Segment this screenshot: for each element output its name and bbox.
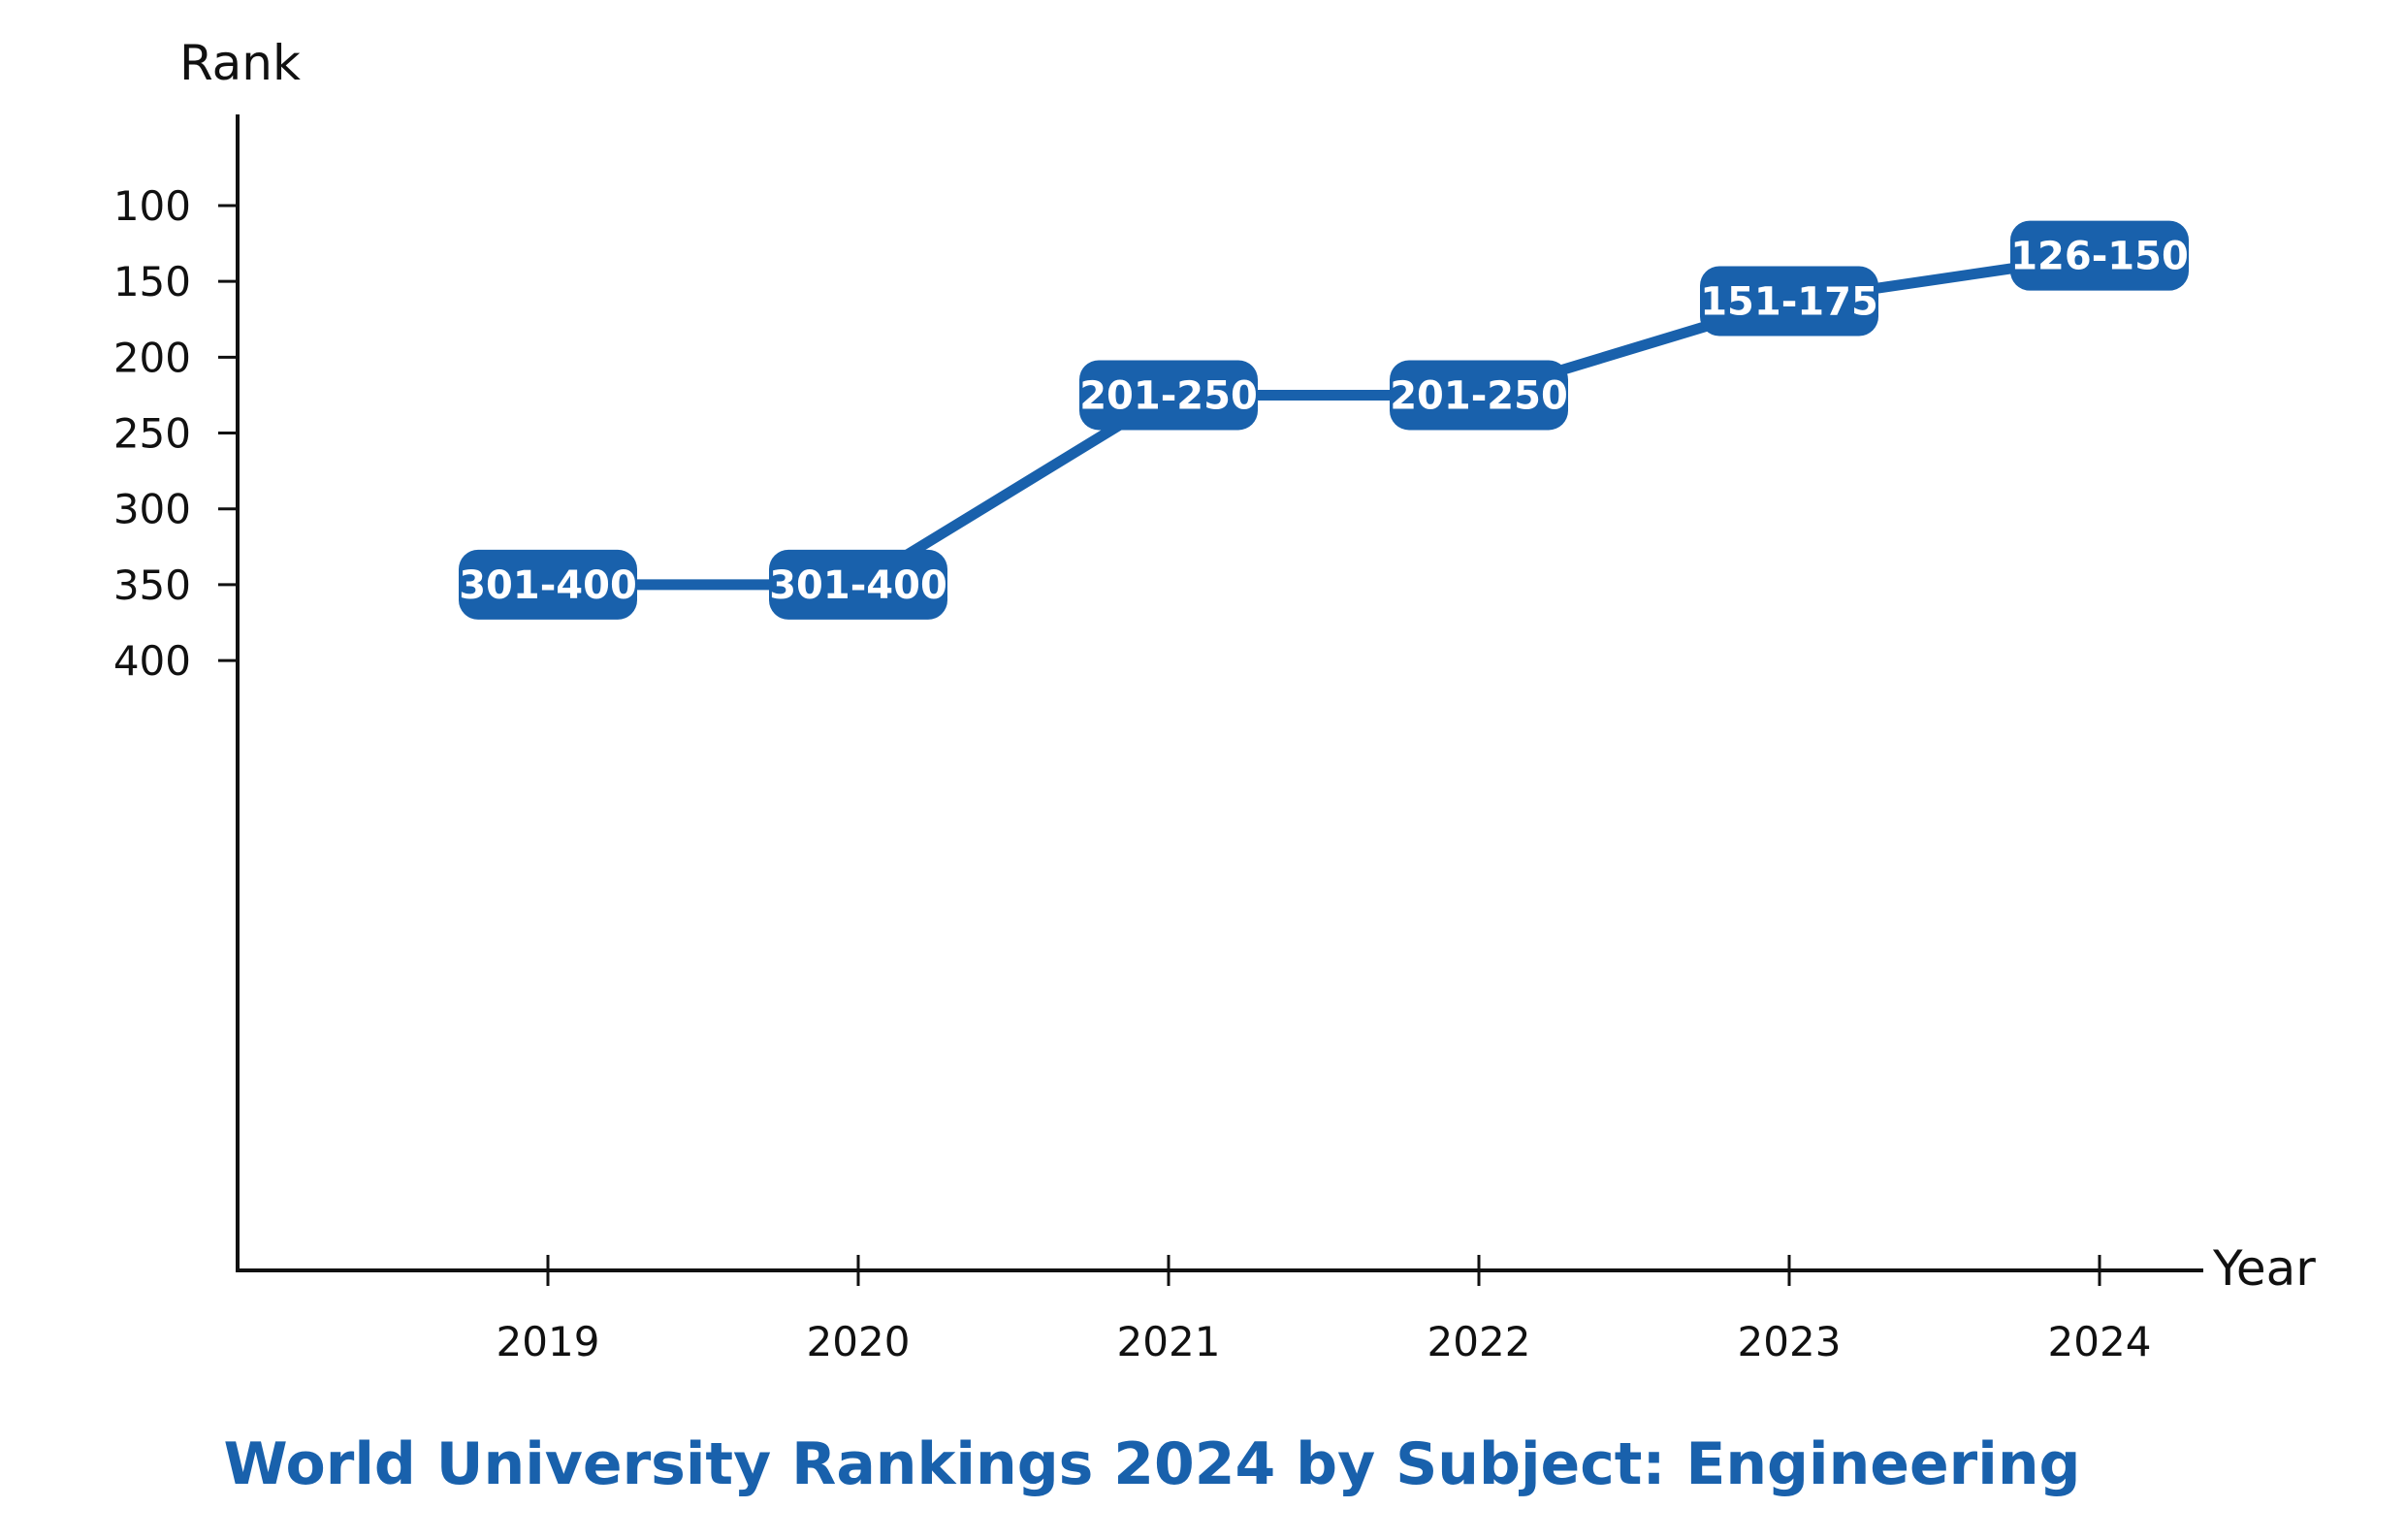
x-tick-label: 2021 (1117, 1318, 1221, 1365)
chart-title: World University Rankings 2024 by Subjec… (224, 1430, 2081, 1498)
x-tick-label: 2024 (2048, 1318, 2152, 1365)
data-point: 301-400 (459, 549, 637, 620)
data-label-box (769, 549, 947, 620)
x-tick-label: 2019 (497, 1318, 600, 1365)
data-label: 201-250 (1390, 373, 1568, 418)
y-axis-ticks: 100 150 200 250 300 350 400 (113, 182, 238, 685)
data-point: 126-150 (2010, 220, 2189, 291)
data-label-box (1700, 266, 1878, 337)
data-label-box (1390, 360, 1568, 431)
data-label-box (459, 549, 637, 620)
data-label: 201-250 (1079, 373, 1258, 418)
data-point: 301-400 (769, 549, 947, 620)
chart-axes (236, 114, 2203, 1272)
data-label: 301-400 (769, 563, 947, 608)
data-label: 126-150 (2010, 235, 2189, 279)
data-label: 151-175 (1700, 280, 1878, 325)
y-tick-label: 150 (113, 258, 191, 305)
x-tick-label: 2023 (1738, 1318, 1842, 1365)
y-tick-label: 100 (113, 182, 191, 230)
y-tick-label: 400 (113, 637, 191, 685)
y-tick-label: 250 (113, 410, 191, 458)
y-tick-label: 200 (113, 334, 191, 381)
y-axis-title: Rank (179, 35, 301, 91)
data-label-box (2010, 220, 2189, 291)
x-axis-title: Year (2212, 1240, 2316, 1297)
data-label-box (1079, 360, 1258, 431)
data-label: 301-400 (459, 563, 637, 608)
data-label-group: 301-400 301-400 201-250 201-250 151-175 126-1… (459, 220, 2189, 620)
y-tick-label: 350 (113, 561, 191, 609)
x-axis-ticks: 2019 2020 2021 2022 2023 2024 (497, 1255, 2152, 1365)
data-point: 201-250 (1390, 360, 1568, 431)
data-point: 201-250 (1079, 360, 1258, 431)
data-point: 151-175 (1700, 266, 1878, 337)
y-tick-label: 300 (113, 486, 191, 533)
x-tick-label: 2022 (1427, 1318, 1531, 1365)
x-tick-label: 2020 (807, 1318, 911, 1365)
